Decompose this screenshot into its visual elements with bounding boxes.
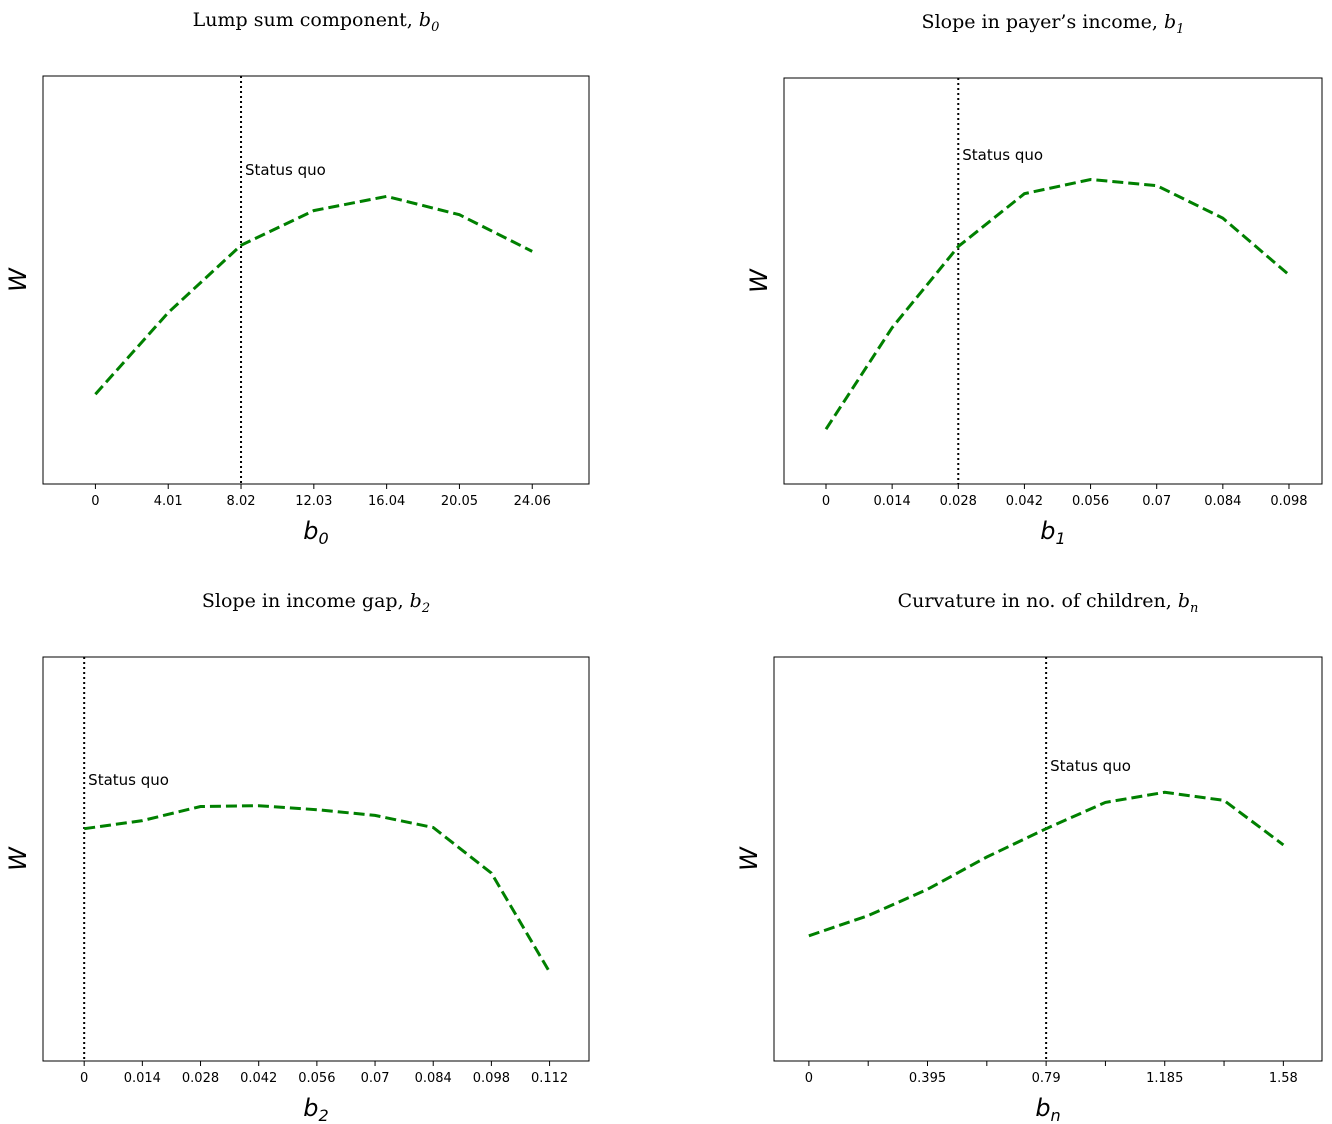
x-tick-label: 0 xyxy=(805,1071,813,1086)
chart-title: Slope in payer’s income, b1 xyxy=(922,11,1185,37)
x-tick-label: 0 xyxy=(822,494,830,509)
x-tick-label: 8.02 xyxy=(227,494,256,509)
chart-panel-3: Slope in income gap, b2 0 0.014 0.028 0.042 0… xyxy=(4,590,590,1124)
x-tick-label: 0.056 xyxy=(298,1071,335,1086)
x-axis-label: b1 xyxy=(1040,517,1065,548)
x-tick-label: 0.098 xyxy=(1270,494,1307,509)
y-axis-label: W xyxy=(745,268,773,293)
y-axis-label: W xyxy=(4,846,32,871)
x-tick-label: 0.112 xyxy=(531,1071,568,1086)
x-tick-label: 0.014 xyxy=(124,1071,161,1086)
x-tick-label: 12.03 xyxy=(295,494,332,509)
chart-panel-4: Curvature in no. of children, bn 0 0.395 0.… xyxy=(735,590,1323,1124)
y-axis-label: W xyxy=(735,846,763,871)
x-tick-label: 1.185 xyxy=(1146,1071,1183,1086)
x-tick-label: 0.084 xyxy=(415,1071,452,1086)
plot-frame xyxy=(42,656,590,1062)
chart-panel-1: Lump sum component, b0 0 4.01 8.02 12.03 16.0… xyxy=(4,9,590,548)
plot-frame xyxy=(773,656,1323,1062)
x-tick-label: 0.098 xyxy=(473,1071,510,1086)
status-quo-label: Status quo xyxy=(245,161,326,179)
x-tick-label: 0.79 xyxy=(1032,1071,1061,1086)
x-tick-label: 0.07 xyxy=(1142,494,1171,509)
x-tick-label: 0 xyxy=(80,1071,88,1086)
x-tick-label: 0.014 xyxy=(874,494,911,509)
x-tick-label: 20.05 xyxy=(441,494,478,509)
chart-title: Slope in income gap, b2 xyxy=(202,590,430,616)
x-tick-label: 0.395 xyxy=(909,1071,946,1086)
x-tick-label: 0.07 xyxy=(361,1071,390,1086)
x-tick-label: 0 xyxy=(91,494,99,509)
x-tick-label: 0.042 xyxy=(1006,494,1043,509)
plot-frame xyxy=(783,77,1323,485)
y-axis-label: W xyxy=(4,267,32,292)
status-quo-label: Status quo xyxy=(962,146,1043,164)
x-axis-label: b0 xyxy=(303,517,328,548)
x-tick-label: 1.58 xyxy=(1269,1071,1298,1086)
x-tick-label: 16.04 xyxy=(368,494,405,509)
x-axis-label: bn xyxy=(1035,1094,1060,1124)
x-axis-label: b2 xyxy=(303,1094,328,1124)
series-line xyxy=(94,194,533,396)
x-tick-label: 0.028 xyxy=(182,1071,219,1086)
chart-panel-2: Slope in payer’s income, b1 0 0.014 0.028 0.… xyxy=(745,11,1323,548)
chart-title: Curvature in no. of children, bn xyxy=(898,590,1199,616)
x-tick-label: 0.028 xyxy=(940,494,977,509)
x-tick-label: 0.056 xyxy=(1072,494,1109,509)
status-quo-label: Status quo xyxy=(88,771,169,789)
x-tick-label: 0.042 xyxy=(240,1071,277,1086)
status-quo-label: Status quo xyxy=(1050,757,1131,775)
x-tick-label: 24.06 xyxy=(514,494,551,509)
x-tick-label: 4.01 xyxy=(154,494,183,509)
plot-frame xyxy=(42,75,590,485)
x-tick-label: 0.084 xyxy=(1204,494,1241,509)
series-line xyxy=(83,804,551,973)
series-line xyxy=(824,177,1290,431)
chart-title: Lump sum component, b0 xyxy=(193,9,440,35)
